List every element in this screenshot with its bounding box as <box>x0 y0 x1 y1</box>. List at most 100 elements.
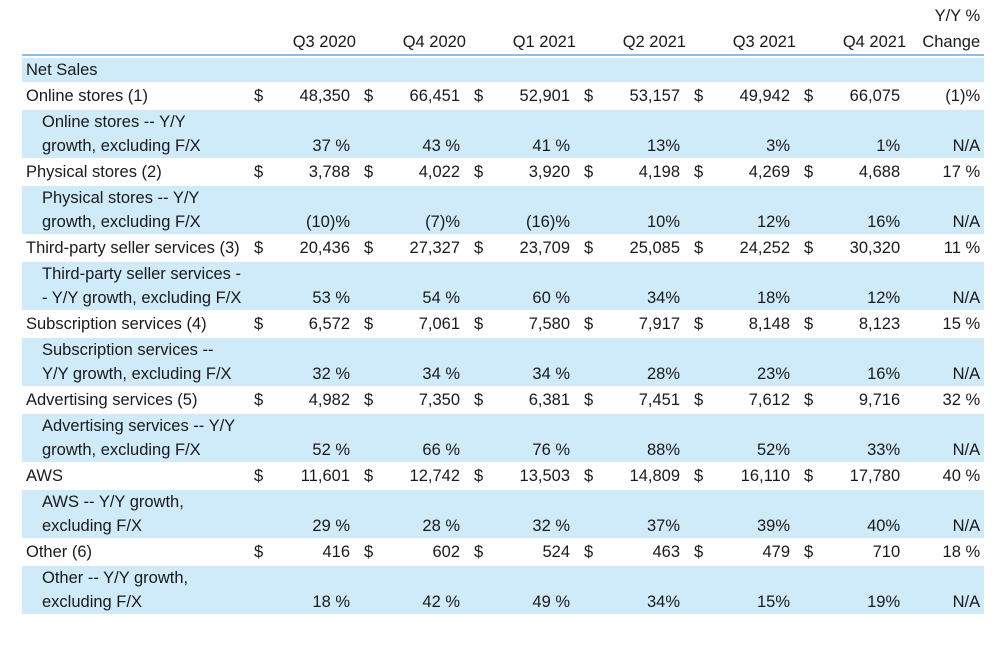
cell-value: 20,436 <box>272 236 360 260</box>
currency-symbol: $ <box>470 236 492 260</box>
currency-spacer <box>800 490 822 538</box>
currency-symbol: $ <box>800 388 822 412</box>
currency-symbol: $ <box>360 388 382 412</box>
cell-value: 66,075 <box>822 84 911 108</box>
cell-value: 37% <box>602 490 690 538</box>
change-header-line2: Change <box>910 28 985 56</box>
change-value: N/A <box>910 490 985 538</box>
cell-value: 28% <box>602 338 690 386</box>
currency-symbol: $ <box>470 312 492 336</box>
table-row: AWS $11,601 $12,742 $13,503 $14,809 $16,110 $1… <box>22 464 985 488</box>
table-row: Advertising services (5) $4,982 $7,350 $6,3… <box>22 388 985 412</box>
cell-value: 42 % <box>382 566 470 614</box>
currency-spacer <box>360 338 382 386</box>
cell-value: 54 % <box>382 262 470 310</box>
net-sales-table: Y/Y % Q3 2020 Q4 2020 Q1 2021 Q2 2021 Q3… <box>22 4 985 614</box>
cell-value: 15% <box>712 566 800 614</box>
currency-spacer <box>470 490 492 538</box>
table-row: Third-party seller services -- Y/Y growt… <box>22 262 985 310</box>
currency-spacer <box>250 186 272 234</box>
cell-value: 18 % <box>272 566 360 614</box>
currency-spacer <box>800 566 822 614</box>
currency-spacer <box>470 186 492 234</box>
currency-spacer <box>250 414 272 462</box>
change-value: 32 % <box>910 388 985 412</box>
cell-value: 7,917 <box>602 312 690 336</box>
row-label: Physical stores -- Y/Y growth, excluding… <box>22 186 250 234</box>
cell-value: 463 <box>602 540 690 564</box>
currency-symbol: $ <box>800 160 822 184</box>
currency-symbol: $ <box>250 236 272 260</box>
currency-symbol: $ <box>360 236 382 260</box>
change-value: 15 % <box>910 312 985 336</box>
currency-symbol: $ <box>690 540 712 564</box>
cell-value: 8,148 <box>712 312 800 336</box>
change-value: N/A <box>910 262 985 310</box>
table-row: Other (6) $416 $602 $524 $463 $479 $710 18 % <box>22 540 985 564</box>
currency-spacer <box>690 186 712 234</box>
cell-value: 27,327 <box>382 236 470 260</box>
cell-value: 28 % <box>382 490 470 538</box>
cell-value: 13% <box>602 110 690 158</box>
currency-spacer <box>360 414 382 462</box>
row-label: Other (6) <box>22 540 250 564</box>
currency-symbol: $ <box>800 312 822 336</box>
currency-symbol: $ <box>250 388 272 412</box>
change-value: 40 % <box>910 464 985 488</box>
table-row: AWS -- Y/Y growth, excluding F/X 29 % 28 %… <box>22 490 985 538</box>
change-value: 17 % <box>910 160 985 184</box>
cell-value: 7,451 <box>602 388 690 412</box>
currency-symbol: $ <box>470 388 492 412</box>
table-row: Other -- Y/Y growth, excluding F/X 18 % 42… <box>22 566 985 614</box>
cell-value: 39% <box>712 490 800 538</box>
currency-spacer <box>470 566 492 614</box>
cell-value: 524 <box>492 540 580 564</box>
cell-value: 602 <box>382 540 470 564</box>
currency-symbol: $ <box>360 312 382 336</box>
cell-value: 32 % <box>492 490 580 538</box>
cell-value: 6,381 <box>492 388 580 412</box>
cell-value: 19% <box>822 566 911 614</box>
cell-value: 9,716 <box>822 388 911 412</box>
currency-spacer <box>250 262 272 310</box>
cell-value: 32 % <box>272 338 360 386</box>
currency-spacer <box>800 414 822 462</box>
change-value: 11 % <box>910 236 985 260</box>
cell-value: 34% <box>602 262 690 310</box>
row-label: Other -- Y/Y growth, excluding F/X <box>22 566 250 614</box>
row-label: Online stores -- Y/Y growth, excluding F… <box>22 110 250 158</box>
cell-value: 34 % <box>382 338 470 386</box>
currency-spacer <box>800 338 822 386</box>
currency-spacer <box>690 110 712 158</box>
table-row: Physical stores (2) $3,788 $4,022 $3,920 $4,… <box>22 160 985 184</box>
currency-symbol: $ <box>800 236 822 260</box>
currency-symbol: $ <box>250 464 272 488</box>
change-value: 18 % <box>910 540 985 564</box>
period-header: Q4 2020 <box>360 28 470 56</box>
cell-value: 12% <box>822 262 911 310</box>
cell-value: 29 % <box>272 490 360 538</box>
row-label: Online stores (1) <box>22 84 250 108</box>
cell-value: 41 % <box>492 110 580 158</box>
currency-symbol: $ <box>580 464 602 488</box>
currency-spacer <box>580 110 602 158</box>
cell-value: 24,252 <box>712 236 800 260</box>
currency-symbol: $ <box>360 160 382 184</box>
cell-value: 12% <box>712 186 800 234</box>
currency-spacer <box>690 414 712 462</box>
currency-spacer <box>690 490 712 538</box>
cell-value: 48,350 <box>272 84 360 108</box>
row-label: AWS -- Y/Y growth, excluding F/X <box>22 490 250 538</box>
row-label: Advertising services (5) <box>22 388 250 412</box>
currency-symbol: $ <box>690 464 712 488</box>
currency-spacer <box>470 110 492 158</box>
row-label: Third-party seller services (3) <box>22 236 250 260</box>
currency-symbol: $ <box>250 84 272 108</box>
cell-value: 8,123 <box>822 312 911 336</box>
cell-value: 12,742 <box>382 464 470 488</box>
cell-value: 4,269 <box>712 160 800 184</box>
currency-symbol: $ <box>800 464 822 488</box>
currency-symbol: $ <box>470 84 492 108</box>
table-row: Physical stores -- Y/Y growth, excluding… <box>22 186 985 234</box>
change-value: N/A <box>910 186 985 234</box>
